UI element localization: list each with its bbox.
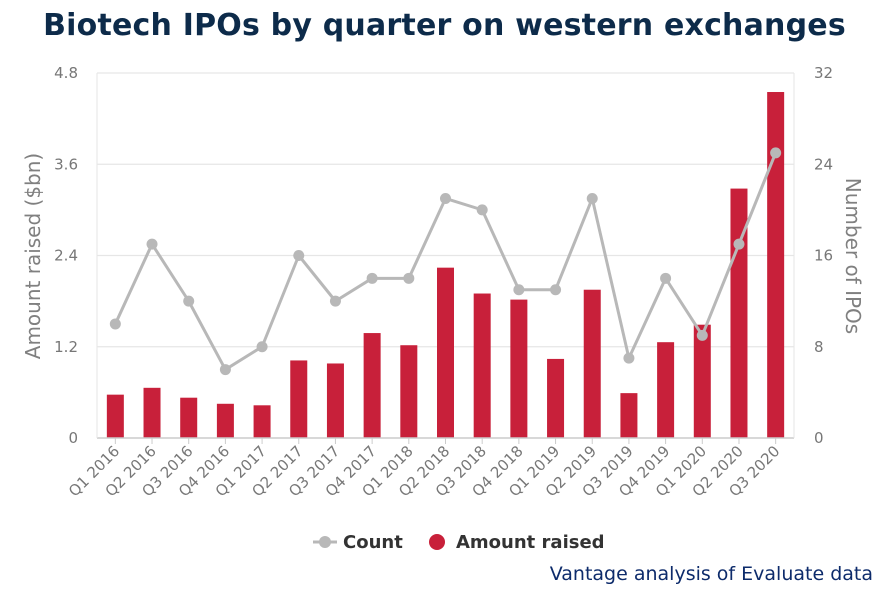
right-axis-title: Number of IPOs [841,178,865,334]
count-point [146,238,158,250]
bar [326,363,344,438]
count-point [329,295,341,307]
count-point [183,295,195,307]
right-tick-label: 8 [814,338,824,356]
right-tick-label: 16 [814,247,833,265]
line-series [109,147,782,376]
right-tick-label: 24 [814,155,833,173]
count-point [696,329,708,341]
count-point [219,364,231,376]
count-point [256,341,268,353]
bar-series [106,92,785,439]
bar [437,267,454,438]
bar [767,92,785,439]
count-point [403,272,415,284]
bar [583,289,601,438]
count-point [476,204,488,216]
legend-item-amount[interactable]: Amount raised [429,532,605,553]
count-point [440,192,451,204]
count-point [660,272,672,284]
right-tick-label: 32 [814,64,833,82]
legend: Count Amount raised [313,532,605,553]
left-tick-label: 3.6 [54,155,78,173]
chart-title: Biotech IPOs by quarter on western excha… [43,8,846,43]
count-point [623,352,635,364]
source-note: Vantage analysis of Evaluate data [549,563,873,585]
left-tick-label: 2.4 [54,247,78,265]
axes [96,73,795,444]
legend-amount-label: Amount raised [456,532,605,553]
legend-amount-marker [429,534,445,550]
count-point [513,284,525,296]
bar [657,342,675,438]
left-tick-label: 0 [68,429,78,447]
count-point [586,192,598,204]
legend-count-marker [319,536,331,548]
bar [253,405,271,438]
count-point [770,147,782,159]
left-tick-label: 1.2 [54,338,78,356]
count-point [366,272,378,284]
bar [180,397,198,438]
bar [290,360,308,438]
right-tick-label: 0 [814,429,824,447]
bar [693,324,711,438]
bar [510,299,528,438]
legend-count-label: Count [343,532,403,553]
count-point [293,250,305,261]
bar [620,393,638,438]
legend-item-count[interactable]: Count [313,532,403,553]
bar [216,403,234,438]
bar [400,345,418,438]
bar [547,358,565,438]
count-point [733,238,745,250]
count-point [550,284,562,296]
bar [143,387,161,438]
bar [363,333,381,438]
bar [106,394,124,438]
left-tick-label: 4.8 [54,64,78,82]
count-point [109,318,121,330]
left-axis-title: Amount raised ($bn) [21,153,45,359]
bar [473,293,491,438]
